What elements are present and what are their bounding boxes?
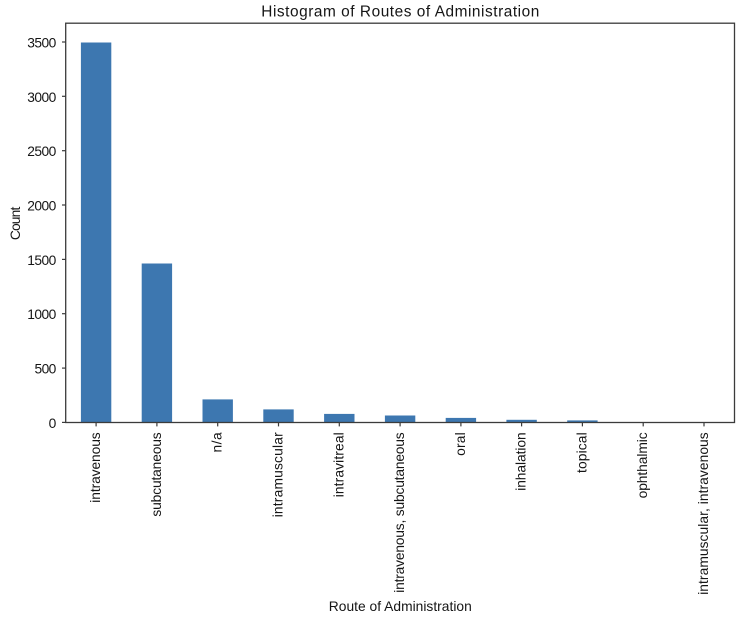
svg-text:inhalation: inhalation <box>514 432 529 491</box>
svg-text:Count: Count <box>8 206 23 240</box>
svg-text:Histogram of Routes of Adminis: Histogram of Routes of Administration <box>261 3 539 20</box>
svg-text:ophthalmic: ophthalmic <box>635 432 650 498</box>
svg-text:Route of Administration: Route of Administration <box>329 599 472 614</box>
svg-text:1000: 1000 <box>27 307 56 322</box>
svg-text:intravenous, subcutaneous: intravenous, subcutaneous <box>392 432 407 593</box>
svg-text:2500: 2500 <box>27 144 56 159</box>
svg-text:intravenous: intravenous <box>88 432 103 502</box>
svg-text:topical: topical <box>574 432 589 473</box>
svg-text:2000: 2000 <box>27 199 56 214</box>
svg-text:3000: 3000 <box>27 90 56 105</box>
svg-text:500: 500 <box>35 362 57 377</box>
svg-text:1500: 1500 <box>27 253 56 268</box>
svg-text:3500: 3500 <box>27 36 56 51</box>
svg-text:n/a: n/a <box>210 432 225 453</box>
svg-text:subcutaneous: subcutaneous <box>149 432 164 516</box>
svg-text:intravitreal: intravitreal <box>331 432 346 497</box>
svg-text:intramuscular, intravenous: intramuscular, intravenous <box>696 432 711 595</box>
svg-text:0: 0 <box>49 416 57 431</box>
svg-text:oral: oral <box>453 432 468 456</box>
svg-text:intramuscular: intramuscular <box>271 432 286 517</box>
